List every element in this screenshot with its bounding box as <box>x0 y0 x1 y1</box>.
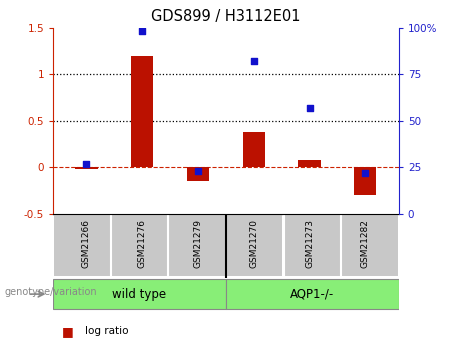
Point <box>195 168 202 174</box>
Text: genotype/variation: genotype/variation <box>5 287 97 297</box>
Point <box>306 105 313 110</box>
Bar <box>242 132 265 167</box>
Text: GSM21266: GSM21266 <box>82 219 91 268</box>
Text: GDS899 / H3112E01: GDS899 / H3112E01 <box>151 9 301 23</box>
Point <box>361 170 369 176</box>
Bar <box>227 215 283 276</box>
Bar <box>354 167 377 195</box>
Text: log ratio: log ratio <box>85 326 129 336</box>
Text: AQP1-/-: AQP1-/- <box>290 288 334 300</box>
Point <box>250 58 257 64</box>
Text: GSM21276: GSM21276 <box>138 219 147 268</box>
Text: GSM21282: GSM21282 <box>361 219 370 268</box>
Text: wild type: wild type <box>112 288 166 300</box>
Text: GSM21273: GSM21273 <box>305 219 314 268</box>
Bar <box>298 160 321 167</box>
Point <box>139 29 146 34</box>
Bar <box>131 56 154 167</box>
Bar <box>226 279 399 309</box>
Bar <box>342 215 398 276</box>
Bar <box>187 167 209 181</box>
Text: GSM21279: GSM21279 <box>194 219 202 268</box>
Bar <box>284 215 340 276</box>
Bar <box>169 215 225 276</box>
Bar <box>112 215 167 276</box>
Bar <box>53 279 226 309</box>
Bar <box>54 215 110 276</box>
Bar <box>75 167 98 169</box>
Text: GSM21270: GSM21270 <box>249 219 258 268</box>
Point <box>83 161 90 166</box>
Text: ■: ■ <box>62 325 74 338</box>
